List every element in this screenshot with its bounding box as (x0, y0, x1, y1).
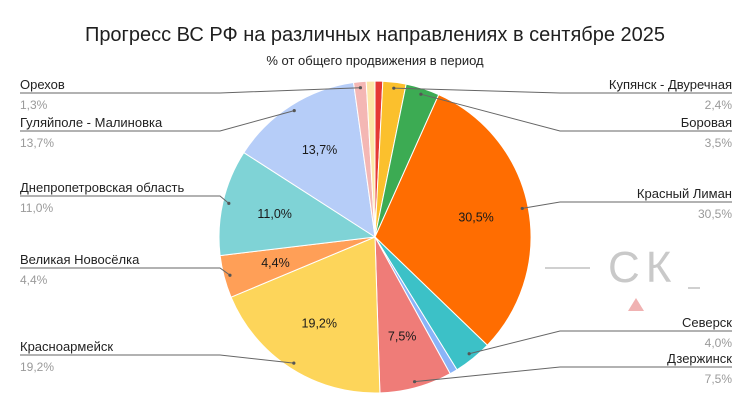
leader-dot (358, 86, 363, 90)
slice-value-label: 11,0% (257, 207, 292, 221)
pie-slice-гуляйполе-малиновка (243, 81, 376, 239)
slice-percent-label: 7,5% (705, 372, 733, 386)
leader-line (20, 354, 294, 364)
pie-slice-красноармейск (230, 236, 381, 394)
slice-value-label: 19,2% (302, 317, 337, 331)
slice-name-label: Красный Лиман (637, 186, 732, 201)
slice-percent-label: 13,7% (20, 136, 54, 150)
slice-value-label: 30,5% (458, 210, 493, 224)
leader-line (469, 330, 732, 355)
slice-name-label: Боровая (681, 115, 732, 130)
slice-percent-label: 1,3% (20, 98, 48, 112)
slice-percent-label: 2,4% (705, 98, 733, 112)
slice-value-label: 4,4% (261, 256, 290, 270)
leader-dot (228, 273, 232, 277)
leader-line (393, 87, 732, 94)
chart-title: Прогресс ВС РФ на различных направлениях… (85, 24, 665, 46)
leader-line (522, 201, 732, 209)
leader-dot (520, 206, 524, 211)
slice-percent-label: 11,0% (20, 201, 53, 215)
slice-value-label: 13,7% (302, 143, 337, 157)
leader-line (20, 267, 231, 276)
leader-dot (412, 380, 417, 384)
leader-line (20, 87, 361, 94)
slice-name-label: Дзержинск (667, 351, 732, 366)
slice-percent-label: 4,4% (20, 273, 48, 287)
slice-percent-label: 3,5% (705, 136, 733, 150)
leader-line (414, 366, 732, 383)
slice-name-label: Купянск - Двуречная (609, 77, 732, 92)
slice-percent-label: 30,5% (698, 207, 732, 221)
watermark-text: СК (608, 243, 677, 292)
leader-dot (227, 201, 231, 205)
leader-dot (392, 86, 396, 90)
leader-line (420, 93, 732, 132)
slice-percent-label: 4,0% (705, 336, 733, 350)
slice-value-label: 7,5% (388, 329, 417, 343)
slice-name-label: Северск (682, 315, 732, 330)
pie-slice-unlabeled-12 (365, 80, 376, 238)
slice-name-label: Красноармейск (20, 339, 113, 354)
leader-dot (292, 361, 296, 365)
chart-subtitle: % от общего продвижения в период (266, 53, 484, 68)
slice-name-label: Гуляйполе - Малиновка (20, 115, 163, 130)
slice-percent-label: 19,2% (20, 360, 54, 374)
leader-line (20, 110, 295, 132)
slice-name-label: Днепропетровская область (20, 180, 184, 195)
leader-dot (467, 352, 471, 356)
pie-slice-днепропетровская-область (218, 151, 377, 257)
leader-line (20, 195, 230, 204)
leader-dot (292, 109, 296, 113)
watermark-logo: СК (545, 243, 700, 311)
slice-name-label: Орехов (20, 77, 65, 92)
slice-name-label: Великая Новосёлка (20, 252, 140, 267)
leader-dot (419, 92, 423, 96)
